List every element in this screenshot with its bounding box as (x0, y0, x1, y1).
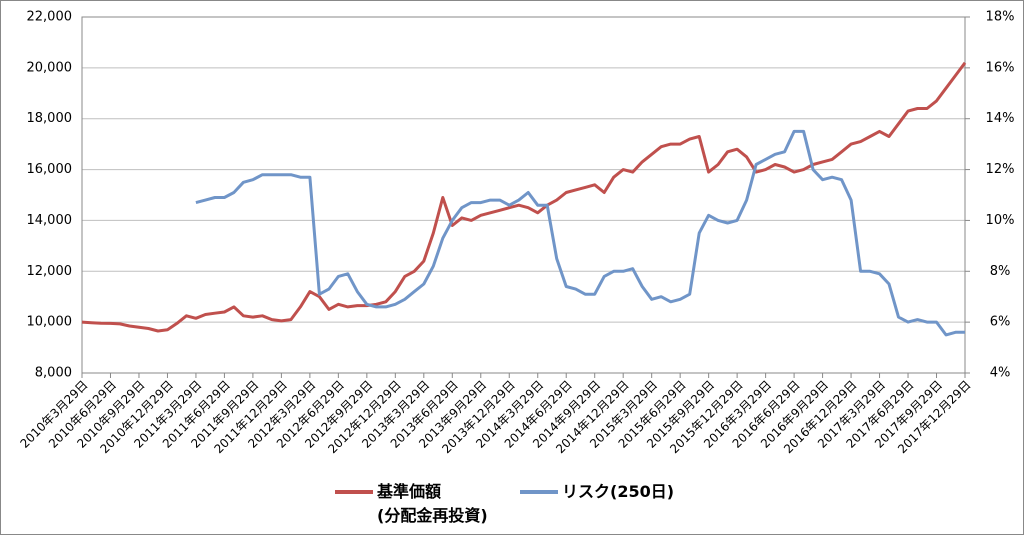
y2-tick-label: 14% (986, 111, 1015, 126)
legend-label: 基準価額(分配金再投資) (376, 482, 488, 525)
y2-tick-label: 12% (986, 162, 1015, 177)
y-tick-label: 22,000 (27, 10, 73, 25)
y2-tick-label: 10% (986, 213, 1015, 228)
plot-area (81, 16, 966, 374)
y-tick-label: 14,000 (27, 213, 73, 228)
y2-tick-label: 4% (990, 366, 1011, 381)
y-tick-label: 12,000 (27, 264, 73, 279)
legend-label: リスク(250日) (562, 482, 674, 501)
y2-tick-label: 6% (990, 315, 1011, 330)
series-line (195, 129, 965, 337)
y-tick-label: 18,000 (27, 111, 73, 126)
series-line (81, 61, 967, 333)
y-tick-label: 16,000 (27, 162, 73, 177)
y-tick-label: 8,000 (35, 366, 72, 381)
y2-tick-label: 18% (986, 10, 1015, 25)
y2-tick-label: 16% (986, 60, 1015, 75)
y-tick-label: 10,000 (27, 315, 73, 330)
y2-tick-label: 8% (990, 264, 1011, 279)
y-tick-label: 20,000 (27, 60, 73, 75)
